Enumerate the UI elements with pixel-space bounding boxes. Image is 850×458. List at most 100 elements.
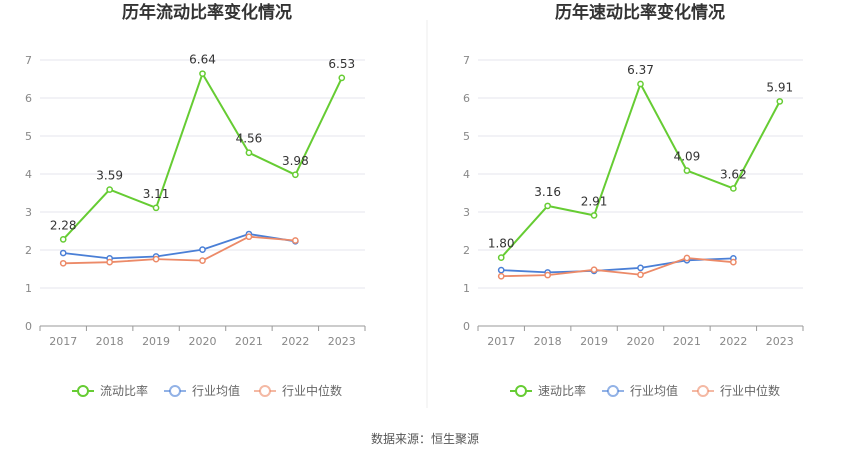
data-label: 6.53 xyxy=(328,57,355,71)
data-point xyxy=(199,246,206,253)
legend-marker xyxy=(259,385,271,397)
data-label: 3.62 xyxy=(720,167,747,181)
x-tick-label: 2018 xyxy=(96,335,124,348)
legend-item-1: 速动比率 xyxy=(510,383,586,398)
data-point xyxy=(544,202,551,210)
data-point xyxy=(152,255,160,263)
legend-marker xyxy=(169,385,181,397)
data-point xyxy=(59,259,67,267)
chart-panel-2: 历年速动比率变化情况 0 1 2 3 4 5 6 7 2017 2018 2019 2020 2021 20… xyxy=(463,2,804,398)
legend-label: 行业中位数 xyxy=(282,383,342,398)
data-point xyxy=(292,237,299,244)
legend-item-3: 行业中位数 xyxy=(254,383,342,398)
data-point xyxy=(683,167,691,174)
y-tick-label: 1 xyxy=(463,282,470,295)
y-tick-label: 2 xyxy=(463,244,470,257)
y-tick-label: 5 xyxy=(25,130,32,143)
data-label: 4.09 xyxy=(674,150,701,164)
y-tick-label: 0 xyxy=(463,320,470,333)
chart-title: 历年流动比率变化情况 xyxy=(122,2,292,23)
legend-item-2: 行业均值 xyxy=(164,383,240,398)
data-point xyxy=(683,254,691,262)
series-line-3 xyxy=(501,257,734,278)
x-tick-label: 2021 xyxy=(673,335,701,348)
data-point xyxy=(497,254,505,261)
legend-label: 流动比率 xyxy=(100,383,148,398)
data-source: 数据来源：恒生聚源 xyxy=(371,431,479,446)
legend-marker xyxy=(697,385,709,397)
y-tick-label: 0 xyxy=(25,320,32,333)
data-label: 4.56 xyxy=(236,132,263,146)
data-point xyxy=(637,264,644,272)
data-label: 2.28 xyxy=(50,218,77,232)
legend-marker xyxy=(607,385,619,397)
data-point xyxy=(544,271,551,279)
x-tick-label: 2017 xyxy=(49,335,77,348)
data-point xyxy=(152,204,160,212)
y-tick-label: 6 xyxy=(463,92,470,105)
x-tick-label: 2021 xyxy=(235,335,263,348)
data-label: 3.59 xyxy=(96,169,123,183)
x-tick-label: 2023 xyxy=(328,335,356,348)
y-tick-label: 4 xyxy=(463,168,470,181)
x-tick-label: 2020 xyxy=(189,335,217,348)
series-line-3 xyxy=(63,235,296,265)
data-point xyxy=(590,266,598,274)
data-point xyxy=(497,266,505,274)
x-tick-label: 2017 xyxy=(487,335,515,348)
data-point xyxy=(776,98,784,105)
legend-marker xyxy=(515,385,527,397)
chart-panel-1: 历年流动比率变化情况 0 1 2 3 4 5 6 7 2017 2018 2019 2020 2021 20… xyxy=(25,2,366,398)
x-tick-label: 2019 xyxy=(142,335,170,348)
x-tick-label: 2023 xyxy=(766,335,794,348)
data-point xyxy=(59,249,67,257)
legend-label: 速动比率 xyxy=(538,383,586,398)
x-tick-label: 2022 xyxy=(719,335,747,348)
data-label: 2.91 xyxy=(581,194,608,208)
y-tick-label: 6 xyxy=(25,92,32,105)
data-point xyxy=(497,272,505,280)
series-line-2 xyxy=(63,233,296,260)
y-tick-label: 7 xyxy=(463,54,470,67)
data-point xyxy=(730,185,737,192)
data-label: 3.98 xyxy=(282,154,309,168)
legend-label: 行业中位数 xyxy=(720,383,780,398)
y-tick-label: 2 xyxy=(25,244,32,257)
data-label: 5.91 xyxy=(766,80,793,94)
x-tick-label: 2020 xyxy=(627,335,655,348)
y-tick-label: 7 xyxy=(25,54,32,67)
y-tick-label: 5 xyxy=(463,130,470,143)
data-point xyxy=(245,233,253,241)
data-point xyxy=(637,271,644,279)
data-label: 3.11 xyxy=(143,187,170,201)
legend-item-3: 行业中位数 xyxy=(692,383,780,398)
legend-label: 行业均值 xyxy=(630,383,678,398)
x-tick-label: 2018 xyxy=(534,335,562,348)
x-tick-label: 2019 xyxy=(580,335,608,348)
data-point xyxy=(338,74,346,82)
data-label: 3.16 xyxy=(534,185,561,199)
data-point xyxy=(730,258,737,266)
x-tick-label: 2022 xyxy=(281,335,309,348)
legend-marker xyxy=(77,385,89,397)
data-point xyxy=(245,149,253,157)
data-point xyxy=(199,257,206,264)
legend-item-1: 流动比率 xyxy=(72,383,148,398)
data-label: 6.64 xyxy=(189,53,216,67)
data-point xyxy=(292,171,299,179)
y-tick-label: 4 xyxy=(25,168,32,181)
y-tick-label: 1 xyxy=(25,282,32,295)
data-point xyxy=(637,80,644,88)
data-point xyxy=(106,258,113,266)
legend-item-2: 行业均值 xyxy=(602,383,678,398)
data-label: 1.80 xyxy=(488,237,515,251)
series-line-2 xyxy=(501,257,734,274)
legend-label: 行业均值 xyxy=(192,383,240,398)
y-tick-label: 3 xyxy=(25,206,32,219)
chart-title: 历年速动比率变化情况 xyxy=(555,2,725,23)
data-point xyxy=(199,70,206,78)
data-point xyxy=(106,186,113,193)
data-point xyxy=(590,212,598,219)
